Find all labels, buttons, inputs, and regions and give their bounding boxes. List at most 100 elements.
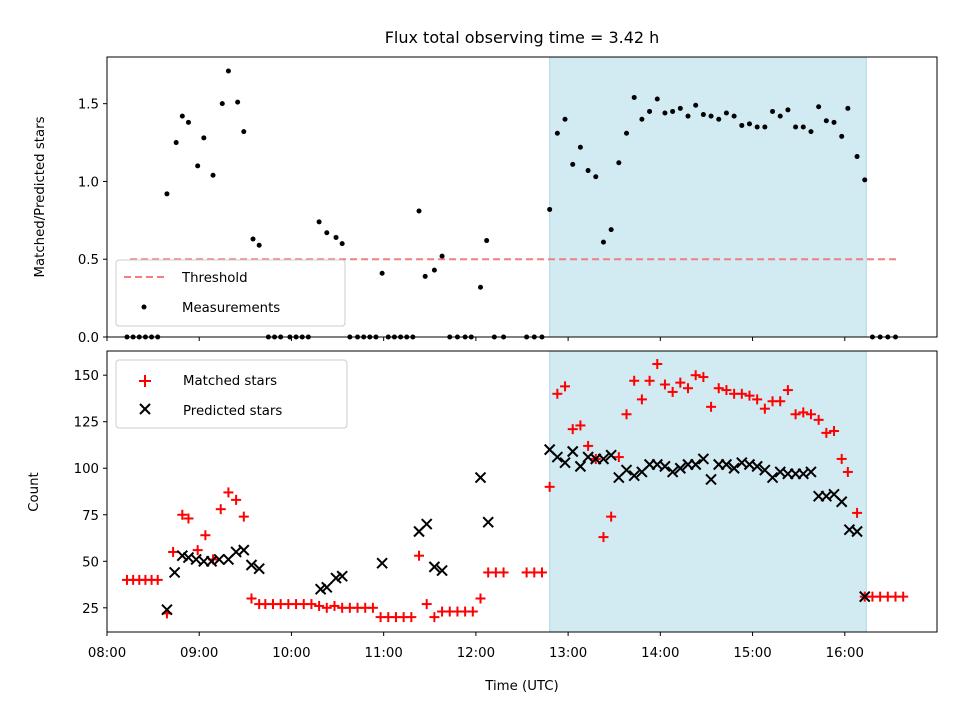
measurement-point [379,270,385,276]
matched-star-point [667,386,678,397]
legend-predicted-label: Predicted stars [183,404,282,419]
matched-star-point [498,567,509,578]
measurement-point [439,253,445,259]
measurement-point [754,124,760,130]
predicted-star-point [551,451,564,463]
measurement-point [416,208,422,214]
predicted-star-point [321,581,333,594]
matched-star-point [238,511,249,522]
x-tick-label: 13:00 [549,646,587,661]
predicted-star-point [168,566,181,579]
matched-star-point [536,567,547,578]
matched-star-point [246,593,257,604]
chart-title: Flux total observing time = 3.42 h [385,28,660,47]
measurement-point [677,105,683,111]
predicted-star-point [766,471,779,484]
matched-star-point [321,602,332,613]
x-axis-label: Time (UTC) [484,679,559,694]
y-tick-label: 75 [82,509,99,524]
top-y-ticks: 0.0 0.5 1.0 1.5 [78,98,107,346]
matched-star-point [898,591,909,602]
measurement-point [600,239,606,245]
measurement-point [431,267,437,273]
measurement-point [716,116,722,122]
matched-star-point [583,440,594,451]
matched-star-point [223,487,234,498]
matched-star-point [852,507,863,518]
legend-measurements-swatch [141,304,147,310]
matched-star-point [782,385,793,396]
measurement-point [554,130,560,136]
measurement-point [164,191,170,197]
x-tick-label: 10:00 [272,646,310,661]
measurement-point [339,241,345,247]
measurement-point [562,116,568,122]
top-x-ticks [106,337,846,341]
measurement-point [770,108,776,114]
matched-star-point [467,606,478,617]
y-tick-label: 100 [74,462,99,477]
measurement-point [746,121,752,127]
matched-star-point [306,599,317,610]
matched-star-point [736,388,747,399]
matched-star-point [636,394,647,405]
matched-star-point [721,385,732,396]
matched-star-point [613,452,624,463]
predicted-star-point [436,564,448,577]
matched-star-point [652,359,663,370]
top-y-axis-label: Matched/Predicted stars [33,116,48,277]
bottom-marks [121,351,909,632]
matched-star-point [606,511,617,522]
matched-star-point [629,375,640,386]
matched-star-point [231,494,242,505]
predicted-star-point [851,525,863,538]
bottom-plot-frame [106,350,938,633]
matched-star-point [829,426,840,437]
predicted-star-point [213,553,225,566]
predicted-star-point [559,456,571,469]
predicted-star-point [751,460,763,473]
bottom-panel: 25 50 75 100 125 150 08:00 09:00 10:00 11:00 12:0… [27,350,938,694]
matched-star-point [314,600,325,611]
measurement-point [823,118,829,124]
measurement-point [324,230,330,236]
matched-star-point [192,545,203,556]
predicted-star-point [620,464,633,476]
measurement-point [785,107,791,113]
predicted-star-point [238,544,250,556]
measurement-point [593,174,599,180]
predicted-star-point [697,453,710,465]
measurement-point [616,160,622,166]
matched-star-point [790,409,801,420]
measurement-point [639,116,645,122]
top-shaded-region [549,57,867,337]
x-tick-label: 09:00 [180,646,218,661]
predicted-star-point [567,445,579,458]
matched-star-point [414,550,425,561]
predicted-star-point [666,466,679,478]
x-tick-label: 08:00 [88,646,126,661]
matched-star-point [329,600,340,611]
measurement-point [662,110,668,116]
measurement-point [250,236,256,242]
predicted-star-point [597,453,610,465]
matched-star-point [575,420,586,431]
matched-star-point [683,383,693,394]
measurement-point [831,119,837,125]
y-tick-label: 0.0 [78,331,99,346]
measurement-point [585,168,591,174]
predicted-star-point [659,460,671,473]
bottom-x-ticks: 08:00 09:00 10:00 11:00 12:00 13:00 14:00 15:00… [88,632,864,661]
measurement-point [219,101,225,107]
predicted-star-point [420,518,433,530]
predicted-star-point [805,466,817,478]
measurement-point [685,113,691,119]
measurement-point [333,234,339,240]
predicted-star-point [376,557,388,569]
measurement-point [225,68,231,74]
predicted-star-point [728,462,740,474]
matched-star-point [805,409,816,420]
matched-star-point [183,513,194,524]
measurement-point [854,154,860,160]
predicted-star-point [474,471,487,484]
